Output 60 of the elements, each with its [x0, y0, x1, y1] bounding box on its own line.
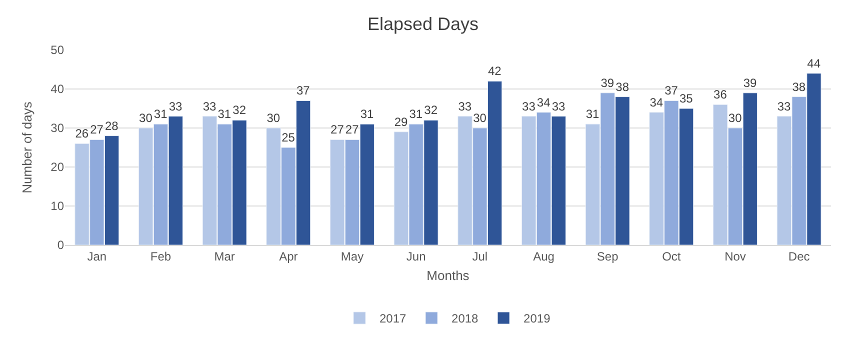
- data-label: 37: [296, 84, 310, 98]
- data-label: 32: [232, 103, 246, 118]
- x-tick-label: Jun: [406, 249, 426, 264]
- y-tick-label: 40: [50, 82, 64, 96]
- data-label: 33: [522, 99, 536, 114]
- data-label: 31: [154, 107, 168, 122]
- data-label: 32: [424, 103, 438, 118]
- data-label: 30: [139, 111, 153, 125]
- y-axis-title: Number of days: [20, 101, 35, 194]
- x-tick-label: Nov: [724, 249, 746, 264]
- legend-label: 2017: [380, 312, 407, 326]
- x-tick-label: Jul: [472, 249, 488, 264]
- y-tick-label: 50: [50, 43, 64, 58]
- data-label: 36: [714, 88, 728, 102]
- data-label: 37: [664, 84, 678, 98]
- data-label: 39: [743, 76, 757, 90]
- data-label: 33: [552, 99, 566, 114]
- data-label: 30: [266, 111, 280, 125]
- x-tick-label: Aug: [533, 249, 554, 264]
- data-label: 42: [488, 64, 502, 78]
- data-label: 44: [807, 56, 821, 70]
- x-tick-label: Sep: [596, 249, 619, 264]
- data-label: 34: [650, 95, 664, 110]
- data-label: 25: [282, 130, 296, 144]
- legend-label: 2018: [452, 312, 479, 326]
- y-tick-label: 20: [50, 160, 64, 174]
- x-tick-label: Dec: [788, 249, 810, 264]
- data-label: 33: [777, 99, 792, 114]
- data-label: 33: [168, 99, 182, 114]
- data-label: 30: [728, 111, 742, 125]
- x-tick-label: Mar: [214, 249, 235, 264]
- data-label: 33: [202, 99, 217, 114]
- data-label: 31: [586, 107, 600, 122]
- data-label: 33: [458, 99, 472, 114]
- data-label: 27: [345, 122, 360, 137]
- data-label: 29: [394, 114, 408, 129]
- data-label: 31: [218, 107, 232, 122]
- x-tick-label: May: [340, 249, 364, 264]
- data-label: 34: [536, 95, 551, 110]
- data-label: 26: [75, 126, 89, 141]
- y-tick-label: 30: [50, 121, 64, 136]
- data-label: 31: [409, 107, 423, 122]
- x-tick-label: Feb: [150, 249, 172, 264]
- x-axis-title: Months: [426, 268, 470, 283]
- data-label: 38: [616, 80, 630, 94]
- chart-title: Elapsed Days: [367, 14, 479, 34]
- data-label: 30: [473, 111, 487, 125]
- x-tick-label: Apr: [279, 249, 298, 264]
- data-label: 28: [104, 118, 119, 133]
- data-label: 35: [679, 92, 694, 106]
- y-tick-label: 10: [50, 199, 64, 214]
- data-label: 27: [90, 122, 104, 137]
- x-tick-label: Jan: [87, 249, 107, 264]
- data-label: 31: [360, 107, 374, 122]
- data-label: 38: [792, 80, 806, 94]
- data-label: 39: [600, 76, 614, 90]
- data-label: 27: [330, 122, 344, 137]
- x-tick-label: Oct: [662, 249, 682, 264]
- y-tick-label: 0: [57, 238, 64, 252]
- legend-label: 2019: [524, 312, 551, 326]
